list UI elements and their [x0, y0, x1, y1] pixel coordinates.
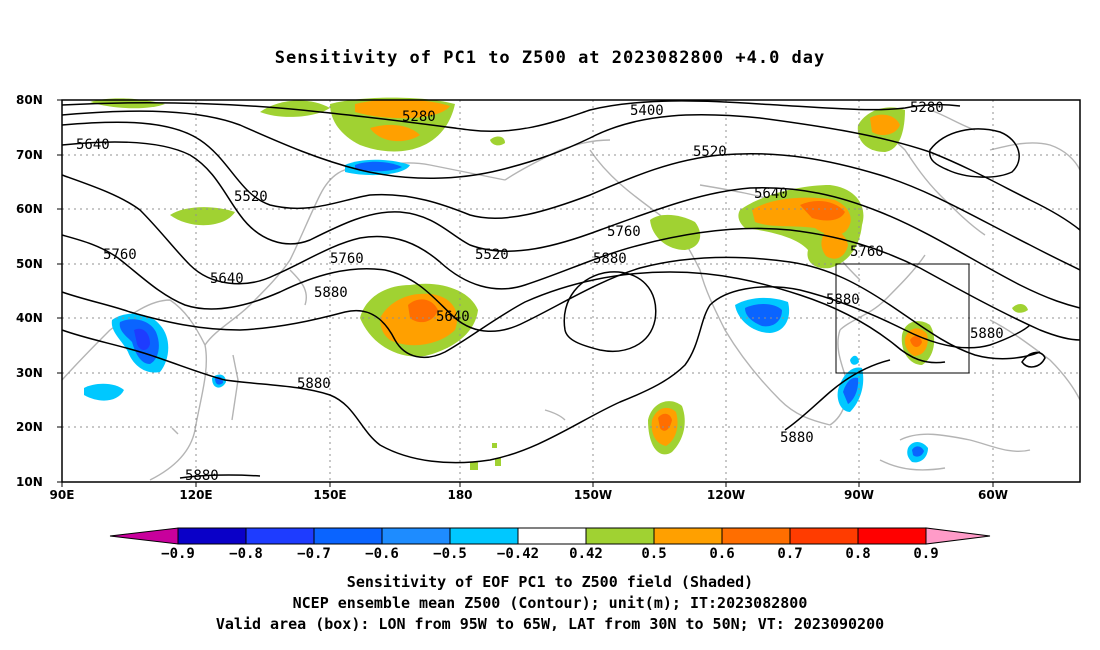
colorbar-segment [653, 527, 723, 545]
contour-label-group: 5280 5280 5400 5520 5520 5640 5640 5640 … [76, 100, 1004, 484]
contour-label: 5520 [234, 189, 268, 205]
contour-label: 5280 [910, 100, 944, 116]
colorbar-tick-label: −0.6 [365, 546, 399, 562]
colorbar-segment [789, 527, 859, 545]
contour-label: 5760 [330, 251, 364, 267]
lat-tick-label: 30N [16, 366, 43, 380]
colorbar-segment [857, 527, 927, 545]
caption-line-1: Sensitivity of EOF PC1 to Z500 field (Sh… [346, 573, 754, 591]
contour-label: 5880 [593, 251, 627, 267]
colorbar-segment [517, 527, 587, 545]
colorbar-segment [245, 527, 315, 545]
lat-tick-label: 50N [16, 257, 43, 271]
colorbar-segment [177, 527, 247, 545]
figure-caption: Sensitivity of EOF PC1 to Z500 field (Sh… [0, 572, 1100, 635]
colorbar-tick-label: −0.7 [297, 546, 331, 562]
lat-tick-label: 40N [16, 311, 43, 325]
lat-tick-label: 80N [16, 93, 43, 107]
colorbar-segment [585, 527, 655, 545]
colorbar-left-arrow [109, 527, 179, 545]
colorbar-tick-label: 0.8 [845, 546, 870, 562]
colorbar-tick-label: −0.9 [161, 546, 195, 562]
contour-label: 5880 [185, 468, 219, 484]
lat-tick-label: 70N [16, 148, 43, 162]
contour-label: 5640 [210, 271, 244, 287]
contour-label: 5880 [297, 376, 331, 392]
colorbar-segment [381, 527, 451, 545]
lon-tick-label: 120E [179, 488, 212, 502]
caption-line-2: NCEP ensemble mean Z500 (Contour); unit(… [292, 594, 808, 612]
contour-label: 5880 [826, 292, 860, 308]
contour-label: 5520 [475, 247, 509, 263]
grid-lines [62, 100, 1080, 482]
colorbar-tick-label: 0.6 [709, 546, 734, 562]
valid-area-box [835, 263, 970, 374]
lon-tick-label: 60W [978, 488, 1008, 502]
contour-label: 5640 [76, 137, 110, 153]
colorbar-tick-label: 0.7 [777, 546, 802, 562]
contour-label: 5280 [402, 109, 436, 125]
contour-label: 5760 [103, 247, 137, 263]
contour-label: 5640 [436, 309, 470, 325]
lat-axis-labels: 80N 70N 60N 50N 40N 30N 20N 10N [16, 93, 43, 489]
lon-tick-label: 90W [844, 488, 874, 502]
contour-label: 5760 [850, 244, 884, 260]
lon-tick-label: 150W [574, 488, 612, 502]
lat-tick-label: 20N [16, 420, 43, 434]
colorbar-tick-label: −0.5 [433, 546, 467, 562]
colorbar-segment [449, 527, 519, 545]
colorbar-tick-label: −0.42 [497, 546, 539, 562]
contour-label: 5640 [754, 186, 788, 202]
contour-label: 5880 [780, 430, 814, 446]
lon-tick-label: 180 [447, 488, 472, 502]
colorbar: −0.9 −0.8 −0.7 −0.6 −0.5 −0.42 0.42 0.5 0.6 0.7 0.… [109, 527, 991, 562]
contour-label: 5760 [607, 224, 641, 240]
colorbar-tick-label: 0.42 [569, 546, 603, 562]
colorbar-tick-label: 0.9 [913, 546, 938, 562]
contour-label: 5880 [314, 285, 348, 301]
sensitivity-shading [84, 97, 1028, 470]
lon-axis-labels: 90E 120E 150E 180 150W 120W 90W 60W [50, 488, 1008, 502]
contour-label: 5880 [970, 326, 1004, 342]
lon-tick-label: 120W [707, 488, 745, 502]
lat-tick-label: 60N [16, 202, 43, 216]
plot-title: Sensitivity of PC1 to Z500 at 2023082800… [274, 48, 826, 68]
lon-tick-label: 90E [50, 488, 75, 502]
map-frame-bg [62, 100, 1080, 482]
contour-label: 5400 [630, 103, 664, 119]
colorbar-tick-label: −0.8 [229, 546, 263, 562]
map-frame-border [61, 99, 1081, 483]
colorbar-tick-label: 0.5 [641, 546, 666, 562]
lon-tick-label: 150E [313, 488, 346, 502]
caption-line-3: Valid area (box): LON from 95W to 65W, L… [215, 615, 885, 633]
lat-tick-label: 10N [16, 475, 43, 489]
tick-marks [57, 99, 994, 487]
colorbar-segment [721, 527, 791, 545]
z500-contours [61, 100, 1081, 479]
contour-label: 5520 [693, 144, 727, 160]
colorbar-segment [313, 527, 383, 545]
colorbar-right-arrow [925, 527, 991, 545]
